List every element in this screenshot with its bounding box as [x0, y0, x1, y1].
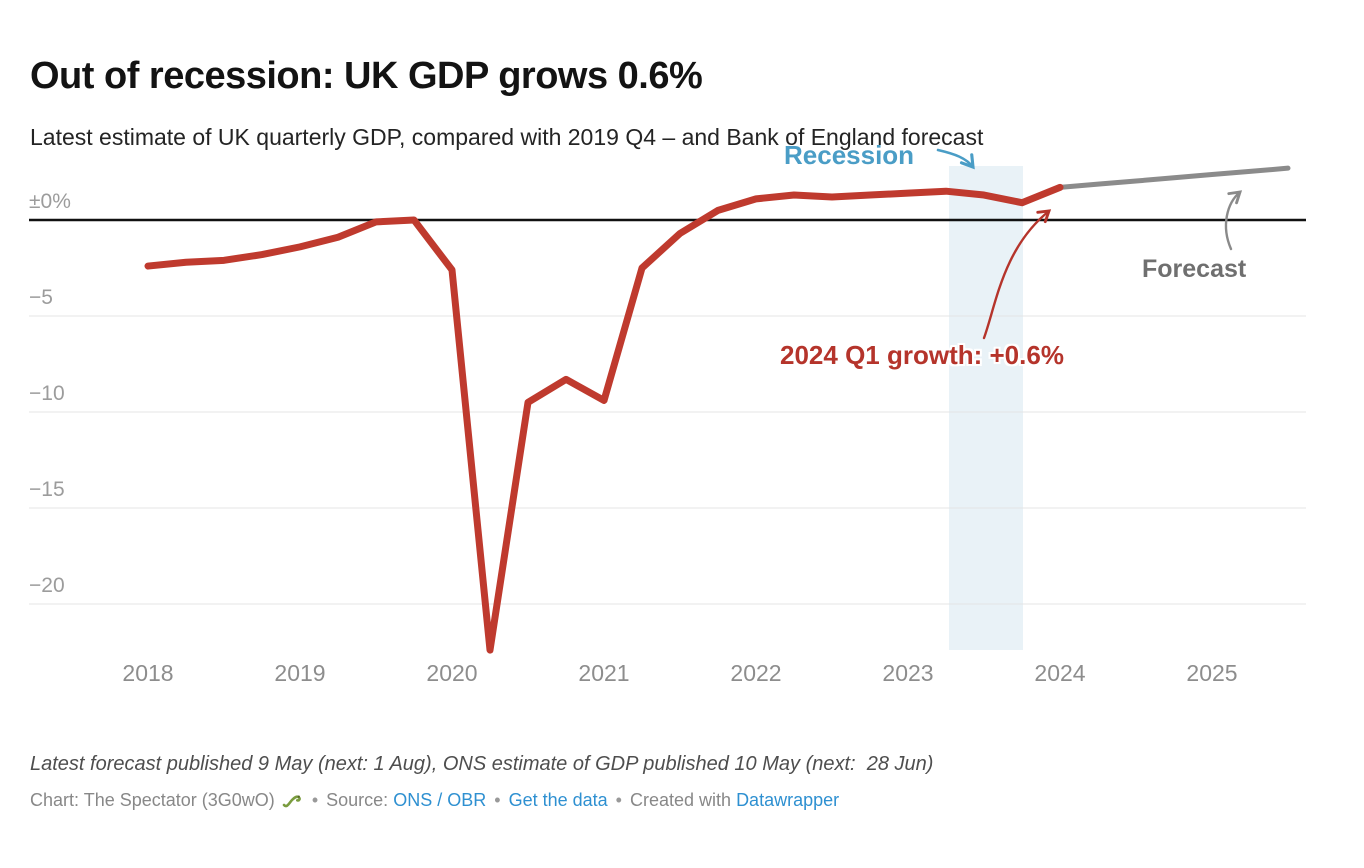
gdp-line [144, 183, 1064, 654]
page-title: Out of recession: UK GDP grows 0.6% [30, 55, 703, 98]
x-tick-2024: 2024 [1034, 660, 1086, 686]
recession-arrow [936, 148, 975, 170]
datawrapper-link[interactable]: Datawrapper [736, 790, 840, 810]
growth-label: 2024 Q1 growth: +0.6% [780, 340, 1064, 370]
growth-arrow [982, 209, 1052, 340]
x-tick-2021: 2021 [578, 660, 630, 686]
x-tick-2022: 2022 [730, 660, 782, 686]
y-tick-minus15: −15 [29, 478, 65, 501]
source-label: Source: [326, 790, 389, 810]
forecast-label: Forecast [1142, 255, 1247, 283]
forecast-line [1057, 165, 1291, 190]
y-tick-minus20: −20 [29, 574, 65, 597]
get-the-data-link[interactable]: Get the data [508, 790, 608, 810]
chart-credit: Chart: The Spectator (3G0wO) [30, 790, 275, 810]
attribution: Chart: The Spectator (3G0wO) • Source: O… [30, 790, 839, 813]
x-tick-2020: 2020 [426, 660, 478, 686]
created-with-label: Created with [629, 790, 732, 810]
separator-dot: • [615, 790, 622, 810]
separator-dot: • [311, 790, 319, 810]
plot-layer [29, 165, 1306, 654]
y-tick-minus10: −10 [29, 382, 65, 405]
forecast-arrow [1224, 190, 1243, 251]
x-tick-2018: 2018 [122, 660, 174, 686]
chart-subtitle: Latest estimate of UK quarterly GDP, com… [30, 124, 984, 150]
snake-emoji-icon [282, 792, 302, 813]
annotation-arrows [936, 148, 1243, 340]
source-link[interactable]: ONS / OBR [393, 790, 487, 810]
footnote: Latest forecast published 9 May (next: 1… [30, 753, 934, 775]
y-tick-minus5: −5 [29, 286, 53, 309]
x-tick-2019: 2019 [274, 660, 326, 686]
x-tick-2025: 2025 [1186, 660, 1238, 686]
recession-label: Recession [784, 140, 915, 170]
separator-dot: • [494, 790, 501, 810]
recession-band [949, 166, 1023, 650]
y-tick-0: ±0% [29, 190, 71, 213]
x-tick-2023: 2023 [882, 660, 934, 686]
